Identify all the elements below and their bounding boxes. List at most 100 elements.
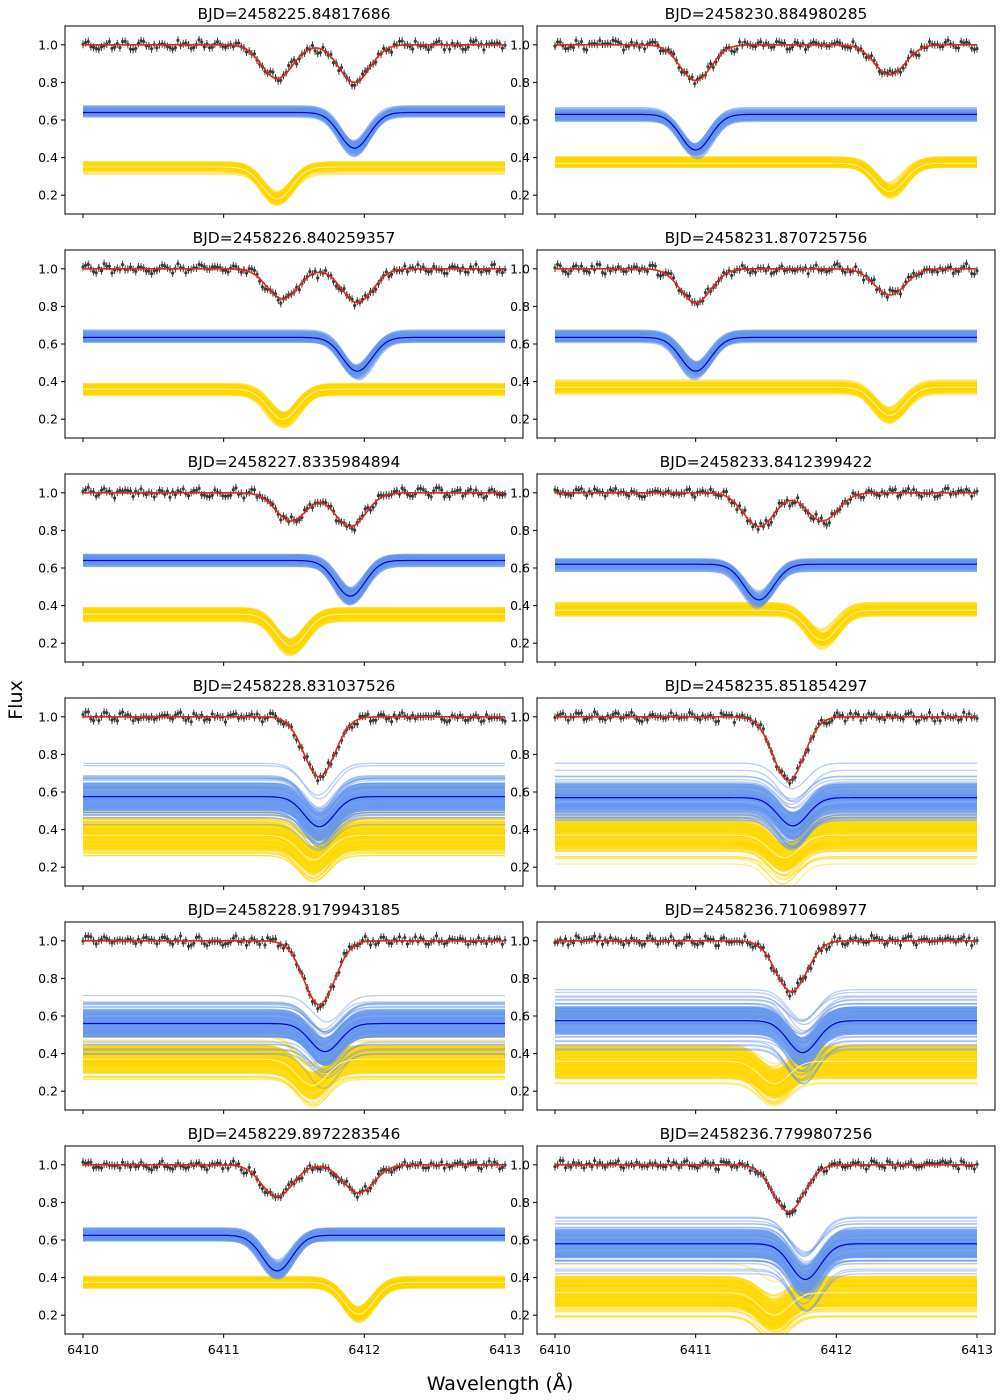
y-tick-label: 0.6	[510, 1009, 530, 1024]
secondary-sample-line	[555, 817, 977, 841]
observed-point	[134, 46, 138, 51]
plot-area	[81, 931, 507, 1108]
y-tick-label: 1.0	[510, 709, 530, 724]
observed-point	[563, 1166, 568, 1170]
observed-point	[914, 53, 918, 57]
observed-point	[379, 493, 383, 497]
observed-point	[426, 493, 431, 497]
panel-title: BJD=2458228.831037526	[193, 677, 396, 695]
observed-point	[619, 1165, 623, 1169]
observed-point	[461, 494, 465, 498]
observed-point	[276, 298, 280, 302]
observed-point	[843, 943, 847, 947]
secondary-sample-line	[555, 383, 977, 415]
observed-point	[484, 713, 489, 717]
observed-point	[469, 1161, 473, 1165]
observed-point	[482, 496, 486, 500]
observed-point	[500, 718, 504, 722]
secondary-sample-line	[83, 1285, 505, 1319]
observed-point	[363, 1184, 367, 1188]
observed-point	[648, 713, 652, 717]
observed-point	[99, 488, 104, 492]
observed-point	[168, 45, 172, 50]
observed-point	[223, 494, 228, 498]
observed-point	[469, 39, 473, 43]
observed-point	[653, 489, 657, 493]
observed-point	[102, 710, 106, 714]
observed-point	[84, 488, 88, 492]
observed-point	[484, 941, 489, 946]
observed-point	[461, 47, 465, 51]
observed-point	[732, 720, 736, 725]
y-tick-label: 0.2	[38, 1308, 58, 1323]
primary-sample-line	[83, 105, 505, 143]
observed-point	[822, 521, 826, 525]
observed-point	[777, 40, 781, 44]
primary-sample-line	[83, 778, 505, 810]
observed-spectrum	[81, 483, 507, 535]
observed-point	[690, 493, 694, 497]
secondary-sample-line	[555, 602, 977, 639]
primary-sample-line	[83, 811, 505, 845]
secondary-sample-line	[555, 1311, 977, 1330]
observed-point	[434, 486, 439, 490]
observed-point	[616, 265, 620, 269]
observed-point	[281, 946, 286, 950]
x-tick-label: 6412	[348, 1342, 380, 1357]
observed-point	[809, 516, 813, 520]
secondary-sample-line	[555, 1075, 977, 1103]
observed-point	[616, 40, 620, 44]
observed-point	[382, 46, 386, 51]
observed-point	[258, 942, 262, 947]
observed-point	[672, 493, 676, 497]
secondary-median-line	[83, 613, 505, 647]
observed-point	[585, 48, 589, 52]
primary-sample-line	[555, 819, 977, 849]
observed-point	[126, 937, 130, 941]
observed-point	[621, 943, 626, 947]
primary-sample-line	[555, 1003, 977, 1034]
secondary-sample-line	[555, 1276, 977, 1298]
observed-point	[445, 492, 449, 497]
observed-point	[832, 714, 837, 718]
observed-point	[709, 62, 713, 66]
observed-point	[250, 936, 254, 941]
observed-point	[627, 941, 631, 945]
observed-point	[656, 273, 660, 277]
panel-title: BJD=2458228.9179943185	[188, 901, 401, 919]
primary-sample-line	[555, 998, 977, 1040]
observed-point	[814, 41, 818, 45]
observed-point	[419, 1161, 423, 1165]
observed-point	[237, 41, 241, 45]
observed-point	[788, 504, 792, 508]
observed-point	[281, 722, 286, 726]
observed-point	[419, 936, 423, 940]
observed-point	[437, 39, 441, 43]
observed-point	[155, 942, 159, 946]
y-tick-label: 1.0	[510, 261, 530, 276]
observed-point	[434, 40, 439, 44]
observed-point	[368, 719, 373, 723]
observed-point	[856, 713, 860, 717]
observed-point	[466, 718, 470, 722]
observed-point	[181, 941, 185, 945]
observed-point	[221, 494, 225, 498]
observed-point	[355, 1195, 359, 1199]
primary-sample-line	[555, 1226, 977, 1272]
plot-area	[553, 484, 979, 650]
observed-point	[503, 719, 507, 723]
panel-title: BJD=2458227.8335984894	[188, 453, 401, 471]
observed-point	[239, 1168, 243, 1172]
primary-sample-line	[83, 774, 505, 814]
y-tick-label: 0.8	[38, 299, 58, 314]
observed-point	[458, 269, 462, 273]
observed-point	[738, 40, 742, 44]
observed-point	[629, 40, 634, 44]
observed-point	[563, 937, 568, 941]
observed-point	[184, 41, 188, 45]
observed-point	[197, 262, 201, 267]
observed-point	[561, 1159, 565, 1163]
observed-point	[898, 943, 903, 947]
secondary-sample-line	[83, 610, 505, 643]
observed-point	[287, 64, 291, 68]
